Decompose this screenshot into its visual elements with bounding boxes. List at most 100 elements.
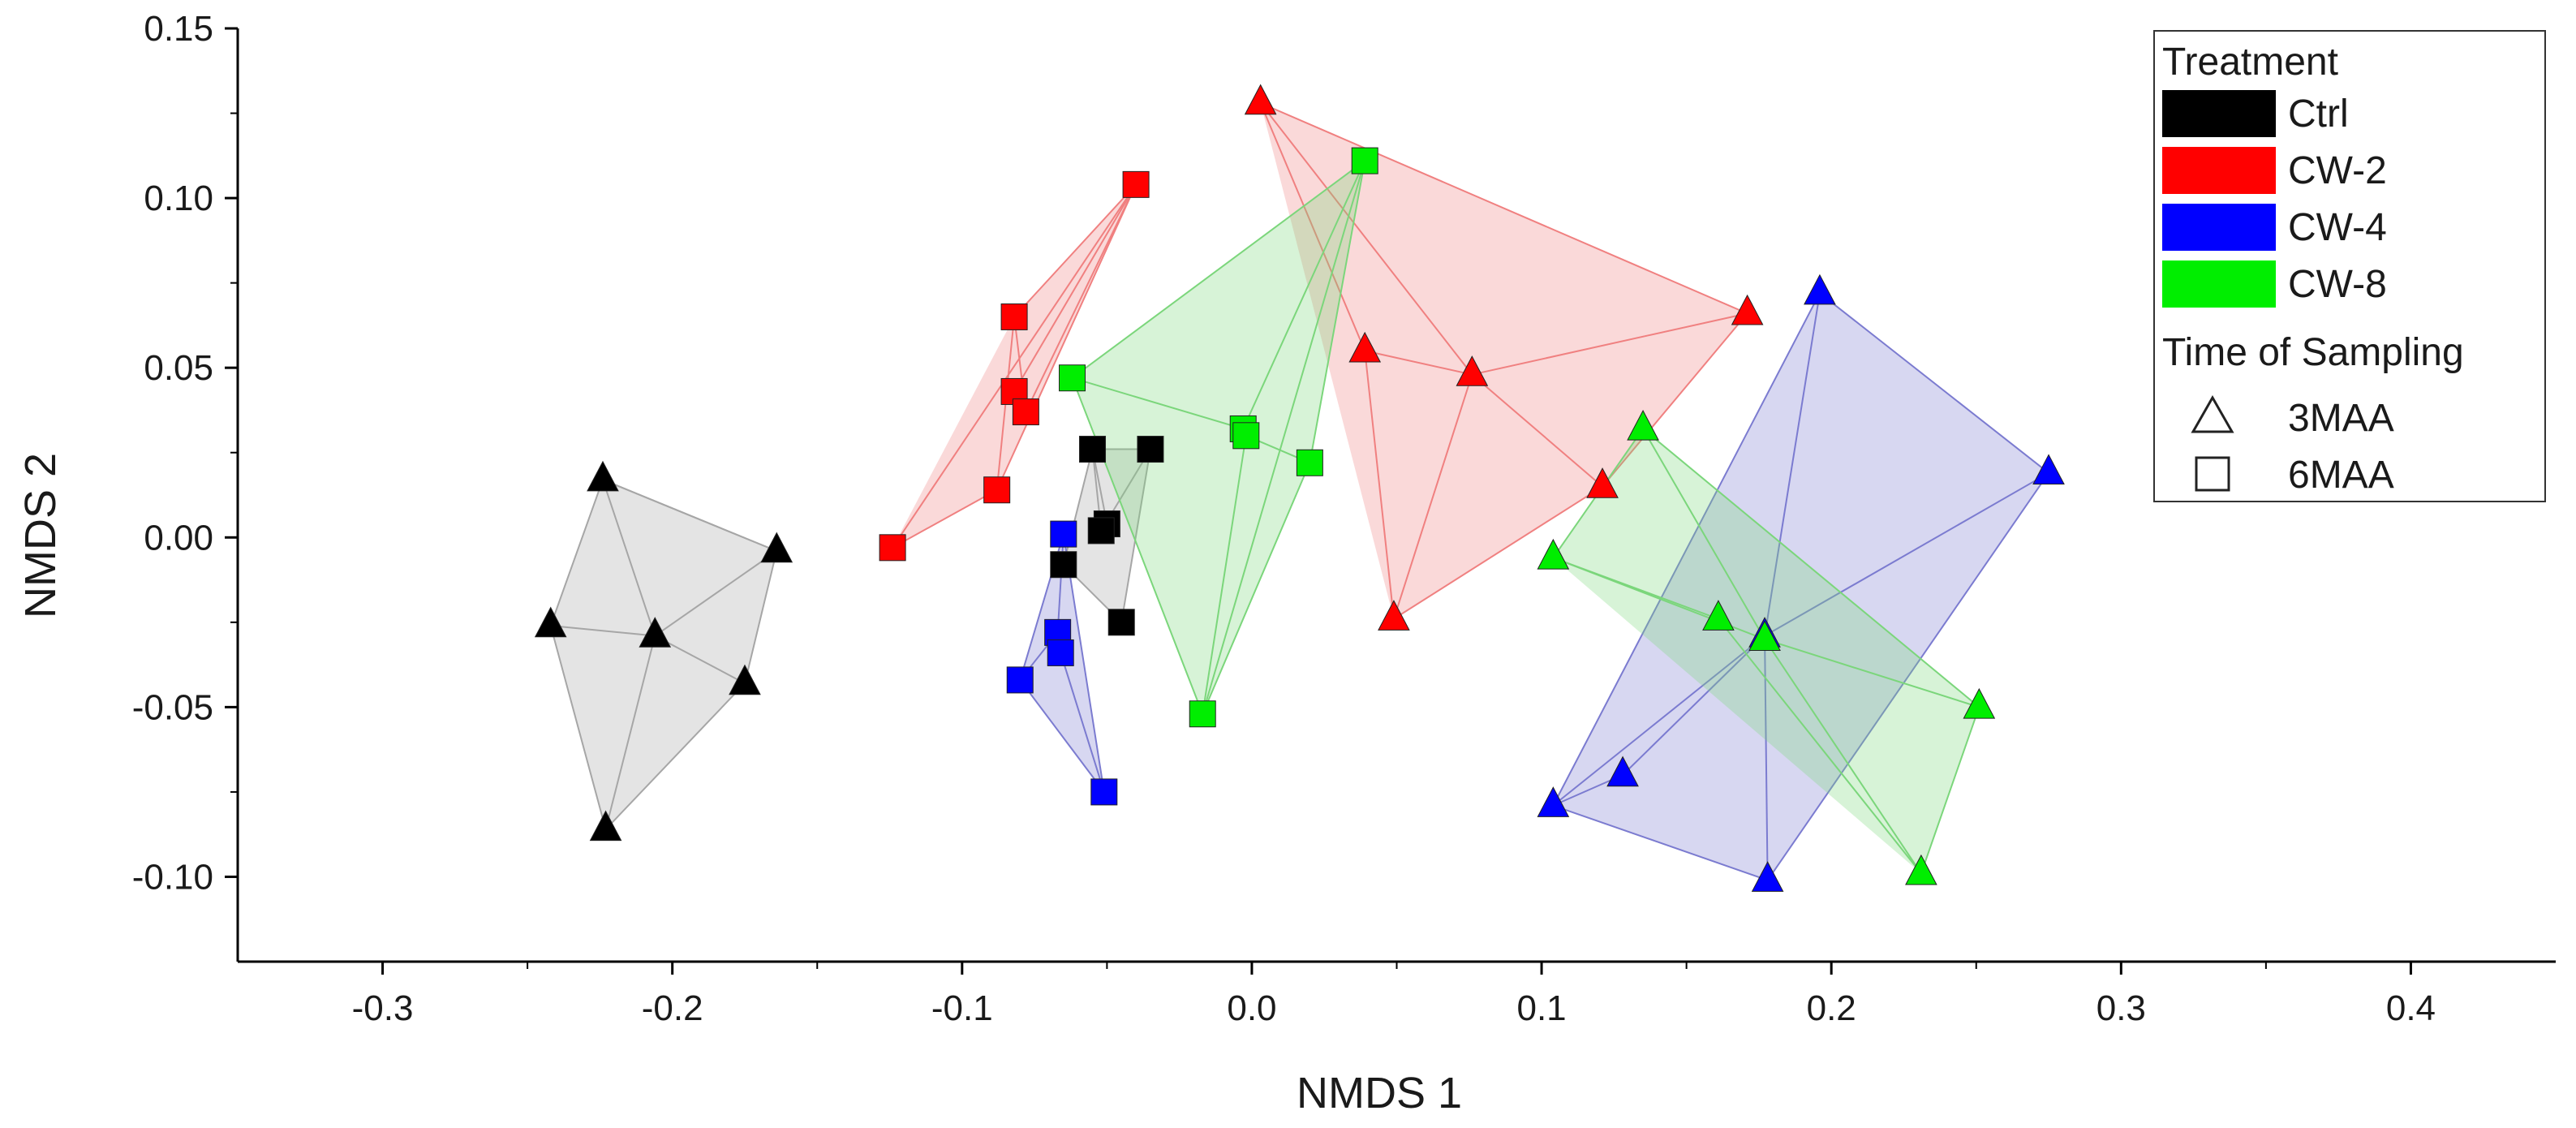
hull-line-cw-8-3maa <box>1718 618 1922 874</box>
x-tick-label: -0.1 <box>931 988 993 1028</box>
point-cw-8-6maa <box>1296 449 1323 476</box>
legend: Treatment Ctrl CW-2 CW-4 CW-8 Time of Samplin… <box>2153 30 2546 502</box>
point-ctrl-3maa <box>587 460 619 492</box>
hull-line-cw-8-6maa <box>1242 160 1366 429</box>
point-cw-2-6maa <box>1122 170 1150 198</box>
point-cw-4-3maa <box>1537 786 1570 817</box>
hull-line-cw-8-3maa <box>1642 428 1980 708</box>
legend-title-time: Time of Sampling <box>2162 331 2464 374</box>
x-tick-label: 0.1 <box>1516 988 1566 1028</box>
legend-label-cw-2: CW-2 <box>2288 149 2387 192</box>
hull-line-cw-2-3maa <box>1365 350 1473 376</box>
y-tick-label: 0.00 <box>144 518 213 558</box>
point-ctrl-6maa <box>1050 551 1077 579</box>
axes: -0.3 -0.2 -0.1 0.0 0.1 0.2 0.3 0.4 0.15 0.10 0.05 0… <box>132 9 2556 1028</box>
hull-line-cw-4-3maa <box>1766 472 2049 881</box>
point-cw-8-6maa <box>1059 364 1086 392</box>
x-tick-label: 0.2 <box>1807 988 1856 1028</box>
hull-line-ctrl-3maa <box>654 550 777 637</box>
hull-line-ctrl-3maa <box>654 635 746 684</box>
point-ctrl-3maa <box>760 532 793 563</box>
point-cw-2-6maa <box>879 534 906 562</box>
point-cw-8-3maa <box>1963 687 1996 719</box>
hull-line-cw-4-3maa <box>1553 804 1768 881</box>
hull-line-ctrl-3maa <box>604 635 656 830</box>
hull-line-cw-2-3maa <box>1471 373 1603 488</box>
point-cw-4-3maa <box>1751 861 1784 892</box>
hull-line-cw-2-3maa <box>1472 312 1748 376</box>
legend-swatch-cw-2 <box>2162 147 2276 194</box>
x-tick-label: -0.3 <box>352 988 414 1028</box>
hull-line-cw-2-6maa <box>1025 183 1137 412</box>
legend-title-treatment: Treatment <box>2162 41 2338 84</box>
hull-line-ctrl-6maa <box>1120 449 1151 622</box>
hull-line-cw-2-3maa <box>1364 351 1395 619</box>
point-cw-2-3maa <box>1244 84 1277 115</box>
point-ctrl-6maa <box>1079 436 1107 463</box>
hull-line-cw-2-3maa <box>1259 102 1473 376</box>
point-ctrl-3maa <box>534 606 567 638</box>
y-tick-label: 0.15 <box>144 9 213 49</box>
point-cw-8-6maa <box>1189 700 1216 728</box>
point-ctrl-3maa <box>589 810 622 842</box>
hull-cw-4-3maa <box>1553 293 2049 880</box>
legend-label-cw-8: CW-8 <box>2288 263 2387 306</box>
hull-line-ctrl-3maa <box>743 550 778 684</box>
y-tick-label: 0.10 <box>144 179 213 218</box>
hull-line-cw-2-6maa <box>892 183 1137 549</box>
legend-triangle-icon <box>2191 394 2234 433</box>
hull-line-cw-2-6maa <box>1013 183 1137 392</box>
hull-line-cw-2-3maa <box>1602 312 1748 488</box>
hull-line-cw-4-3maa <box>1552 635 1765 807</box>
x-tick-label: -0.2 <box>642 988 703 1028</box>
point-cw-2-3maa <box>1378 600 1410 631</box>
point-cw-2-3maa <box>1348 331 1382 363</box>
hull-line-cw-8-3maa <box>1764 639 1922 874</box>
hull-line-cw-2-3maa <box>1393 485 1603 620</box>
x-tick-label: 0.4 <box>2386 988 2436 1028</box>
hull-line-cw-4-6maa <box>1056 534 1064 633</box>
point-ctrl-6maa <box>1107 609 1135 636</box>
hull-cw-8-6maa <box>1072 161 1365 714</box>
legend-label-3maa: 3MAA <box>2288 397 2394 440</box>
hull-line-cw-8-6maa <box>1072 377 1244 430</box>
hull-line-cw-8-6maa <box>1071 377 1204 715</box>
hull-line-ctrl-3maa <box>549 625 607 830</box>
hull-line-cw-2-3maa <box>1260 102 1748 315</box>
hull-line-ctrl-3maa <box>602 479 656 636</box>
point-cw-8-6maa <box>1351 147 1378 174</box>
point-cw-8-3maa <box>1627 409 1659 441</box>
point-cw-4-3maa <box>1804 273 1836 305</box>
point-cw-2-3maa <box>1731 294 1764 325</box>
legend-square-icon <box>2195 456 2230 492</box>
hull-cw-8-3maa <box>1553 428 1980 874</box>
hull-line-ctrl-3maa <box>550 625 656 637</box>
hull-line-cw-8-6maa <box>1202 462 1311 715</box>
point-cw-4-6maa <box>1006 666 1034 694</box>
legend-label-ctrl: Ctrl <box>2288 93 2349 136</box>
point-ctrl-6maa <box>1137 436 1164 463</box>
hull-line-cw-4-3maa <box>1764 293 1821 636</box>
hull-line-ctrl-3maa <box>602 479 777 552</box>
point-cw-8-3maa <box>1905 854 1937 885</box>
hull-line-cw-8-6maa <box>1309 160 1366 463</box>
legend-label-cw-4: CW-4 <box>2288 206 2387 249</box>
hull-line-ctrl-3maa <box>549 479 604 626</box>
x-axis-title: NMDS 1 <box>1297 1069 1462 1117</box>
hull-line-cw-4-6maa <box>1060 652 1105 793</box>
point-cw-4-3maa <box>2032 454 2065 485</box>
y-tick-label: -0.05 <box>132 687 213 727</box>
point-cw-8-3maa <box>1537 538 1570 570</box>
legend-swatch-cw-4 <box>2162 204 2276 251</box>
hull-line-cw-4-3maa <box>1764 471 2049 637</box>
point-cw-4-3maa <box>1606 756 1639 787</box>
y-tick-label: 0.05 <box>144 348 213 388</box>
hull-line-cw-4-3maa <box>1622 635 1765 776</box>
hull-cw-2-3maa <box>1260 103 1748 619</box>
x-tick-label: 0.3 <box>2096 988 2146 1028</box>
hull-line-cw-4-3maa <box>1819 292 2049 474</box>
hull-line-cw-8-6maa <box>1202 435 1247 714</box>
legend-swatch-ctrl <box>2162 90 2276 137</box>
hull-line-cw-8-6maa <box>1202 160 1366 715</box>
hull-layer <box>549 102 2049 881</box>
